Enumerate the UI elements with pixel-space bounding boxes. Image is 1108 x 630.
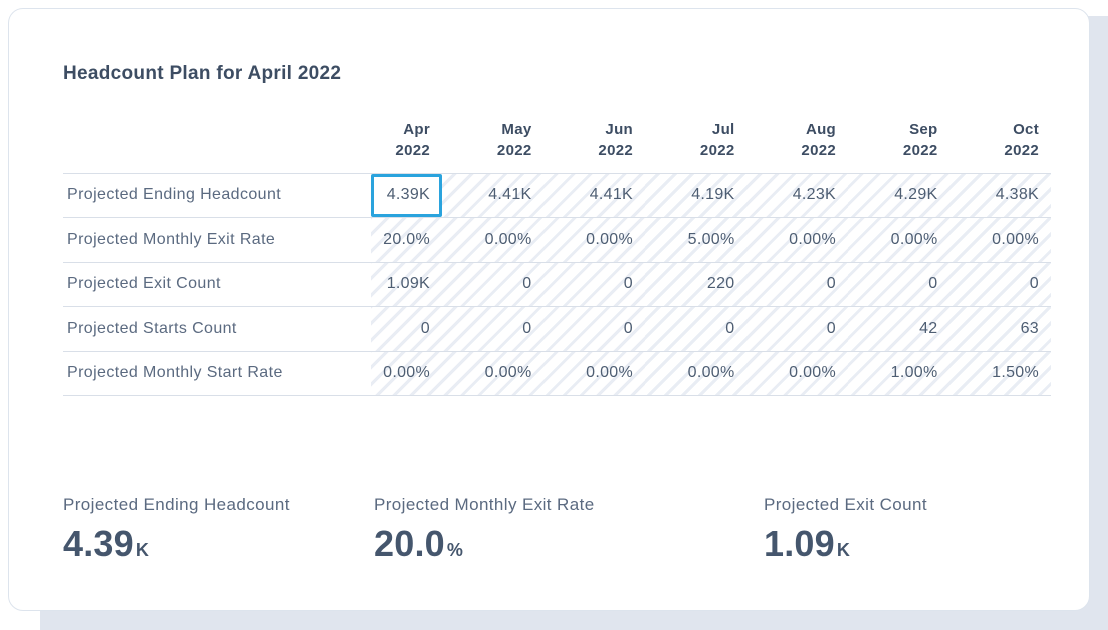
value-cell[interactable]: 4.41K [488,186,532,204]
table-corner-cell [63,109,371,174]
column-year-label: 2022 [1004,141,1039,159]
table-row: Projected Exit Count 1.09K 0 0 220 0 0 0 [63,262,1051,307]
value-cell[interactable]: 4.29K [894,186,938,204]
column-month-label: Jul [711,120,735,138]
value-cell[interactable]: 63 [1020,319,1039,337]
value-cell[interactable]: 0 [826,319,836,337]
column-year-label: 2022 [496,141,532,159]
headcount-plan-card: Headcount Plan for April 2022 Apr 2022 May… [8,8,1090,611]
value-cell[interactable]: 0.00% [586,230,633,248]
value-cell[interactable]: 0 [928,275,938,293]
column-header-apr: Apr 2022 [371,109,442,174]
value-cell[interactable]: 0 [420,319,430,337]
value-cell[interactable]: 4.41K [589,186,633,204]
headcount-table-container: Apr 2022 May 2022 Jun 2022 Jul 2022 Aug 2022 Sep 20… [63,109,1051,396]
value-cell[interactable]: 0 [1029,275,1039,293]
summary-card-label: Projected Ending Headcount [63,495,290,514]
column-month-label: Aug [805,120,836,138]
summary-card-suffix: % [446,540,463,560]
summary-card-label: Projected Monthly Exit Rate [374,495,595,514]
value-cell[interactable]: 0.00% [789,230,836,248]
summary-card-value-row: 4.39 K [63,523,374,565]
page-title: Headcount Plan for April 2022 [63,63,342,84]
column-header-aug: Aug 2022 [746,109,848,174]
summary-card-value-row: 1.09 K [764,523,1051,565]
column-month-label: Apr [403,120,430,138]
summary-card: Projected Monthly Exit Rate 20.0% [374,496,764,565]
column-year-label: 2022 [699,141,735,159]
column-header-oct: Oct 2022 [949,109,1051,174]
value-cell[interactable]: 0.00% [992,230,1039,248]
summary-card: Projected Ending Headcount 4.39 K [63,496,374,565]
value-cell[interactable]: 0 [725,319,735,337]
summary-card-value: 1.09 [764,523,835,564]
value-cell[interactable]: 1.09K [386,275,430,293]
value-cell[interactable]: 5.00% [687,230,735,248]
summary-card-value-row: 20.0% [374,523,764,565]
value-cell[interactable]: 1.50% [992,364,1039,382]
column-header-jun: Jun 2022 [543,109,645,174]
summary-card-value: 4.39 [63,523,134,564]
summary-card-value: 20.0 [374,523,445,564]
value-cell[interactable]: 220 [706,275,735,293]
summary-card-suffix: K [135,540,149,560]
value-cell[interactable]: 0.00% [586,364,633,382]
column-year-label: 2022 [801,141,836,159]
column-month-label: May [501,120,532,138]
value-cell[interactable]: 42 [919,319,938,337]
value-cell[interactable]: 0 [623,319,633,337]
column-header-may: May 2022 [442,109,544,174]
table-header-row: Apr 2022 May 2022 Jun 2022 Jul 2022 Aug 2022 Sep 20… [63,109,1051,174]
value-cell[interactable]: 0.00% [484,364,532,382]
value-cell[interactable]: 0.00% [789,364,836,382]
column-header-sep: Sep 2022 [848,109,950,174]
value-cell[interactable]: 4.23K [792,186,836,204]
summary-card: Projected Exit Count 1.09 K [764,496,1051,565]
value-cell[interactable]: 0 [623,275,633,293]
row-label: Projected Ending Headcount [63,173,371,218]
value-cell[interactable]: 0.00% [484,230,532,248]
table-row: Projected Monthly Exit Rate 20.0% 0.00% 0.0… [63,217,1051,262]
table-row: Projected Monthly Start Rate 0.00% 0.00% 0.… [63,351,1051,396]
table-row: Projected Ending Headcount 4.39K 4.41K 4.41… [63,173,1051,218]
value-cell[interactable]: 0 [826,275,836,293]
column-month-label: Sep [909,120,938,138]
summary-section: Projected Ending Headcount 4.39 K Projected… [63,496,1051,565]
column-year-label: 2022 [902,141,938,159]
column-header-jul: Jul 2022 [645,109,747,174]
row-label: Projected Starts Count [63,306,371,351]
summary-card-label: Projected Exit Count [764,495,927,514]
value-cell[interactable]: 0.00% [890,230,938,248]
value-cell[interactable]: 0.00% [687,364,735,382]
value-cell[interactable]: 20.0% [383,230,430,248]
column-month-label: Oct [1013,120,1039,138]
value-cell[interactable]: 1.00% [890,364,938,382]
value-cell[interactable]: 4.19K [691,186,735,204]
column-year-label: 2022 [395,141,430,159]
row-label: Projected Exit Count [63,262,371,307]
value-cell[interactable]: 4.38K [995,186,1039,204]
table-row: Projected Starts Count 0 0 0 0 0 42 63 [63,306,1051,351]
column-year-label: 2022 [598,141,633,159]
column-month-label: Jun [605,120,633,138]
row-label: Projected Monthly Start Rate [63,351,371,396]
row-label: Projected Monthly Exit Rate [63,217,371,262]
headcount-table: Apr 2022 May 2022 Jun 2022 Jul 2022 Aug 2022 Sep 20… [63,109,1051,396]
selected-cell[interactable]: 4.39K [371,173,442,218]
value-cell[interactable]: 0 [522,275,532,293]
value-cell[interactable]: 0.00% [383,364,430,382]
value-cell[interactable]: 0 [522,319,532,337]
summary-card-suffix: K [836,540,850,560]
